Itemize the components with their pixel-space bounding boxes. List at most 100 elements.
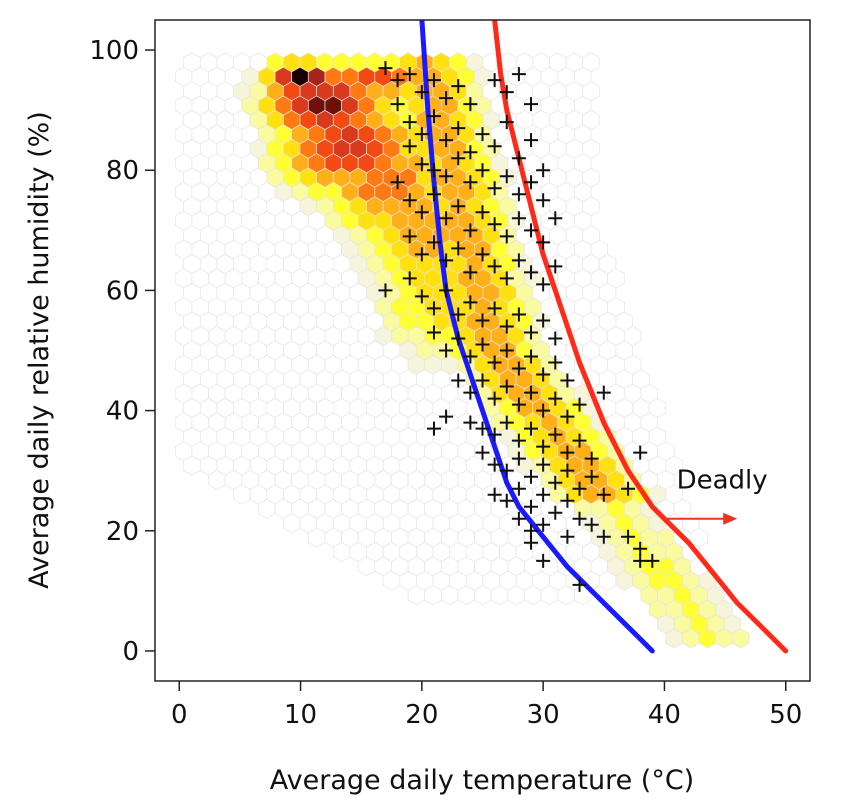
- point-81: [463, 349, 478, 364]
- point-139: [560, 529, 575, 544]
- point-134: [596, 487, 611, 502]
- point-11: [524, 97, 539, 112]
- x-tick-label-3: 30: [527, 700, 560, 730]
- point-88: [548, 355, 563, 370]
- density-hex-994: [731, 628, 750, 649]
- point-143: [524, 535, 539, 550]
- point-34: [511, 187, 526, 202]
- point-69: [451, 307, 466, 322]
- point-46: [499, 229, 514, 244]
- point-120: [536, 457, 551, 472]
- point-96: [524, 385, 539, 400]
- point-142: [621, 529, 636, 544]
- point-22: [511, 151, 526, 166]
- point-135: [621, 481, 636, 496]
- point-55: [451, 241, 466, 256]
- point-56: [463, 265, 478, 280]
- point-7: [463, 97, 478, 112]
- point-32: [487, 181, 502, 196]
- point-71: [475, 313, 490, 328]
- point-49: [536, 235, 551, 250]
- point-82: [475, 337, 490, 352]
- y-axis-title: Average daily relative humidity (%): [24, 111, 55, 589]
- point-93: [487, 391, 502, 406]
- point-1: [390, 73, 405, 88]
- point-74: [511, 307, 526, 322]
- deadly-label: Deadly: [677, 466, 768, 496]
- point-25: [402, 139, 417, 154]
- x-axis-title: Average daily temperature (°C): [270, 765, 694, 796]
- point-119: [524, 469, 539, 484]
- point-24: [536, 163, 551, 178]
- point-137: [524, 523, 539, 538]
- point-37: [390, 175, 405, 190]
- point-90: [451, 373, 466, 388]
- point-148: [645, 553, 660, 568]
- y-axis: 0 20 40 60 80 100: [89, 36, 155, 667]
- point-67: [426, 301, 441, 316]
- point-23: [524, 133, 539, 148]
- point-68: [439, 283, 454, 298]
- point-61: [524, 265, 539, 280]
- point-124: [584, 469, 599, 484]
- point-13: [402, 115, 417, 130]
- point-64: [378, 283, 393, 298]
- point-16: [439, 133, 454, 148]
- point-26: [414, 157, 429, 172]
- point-39: [414, 205, 429, 220]
- point-4: [426, 73, 441, 88]
- point-138: [536, 517, 551, 532]
- point-40: [426, 187, 441, 202]
- point-76: [536, 313, 551, 328]
- point-91: [463, 385, 478, 400]
- point-87: [536, 367, 551, 382]
- point-121: [548, 475, 563, 490]
- point-58: [487, 259, 502, 274]
- deadly-annotation: Deadly: [664, 466, 768, 525]
- y-tick-label-5: 100: [89, 36, 139, 66]
- point-110: [548, 427, 563, 442]
- point-80: [451, 331, 466, 346]
- point-66: [414, 289, 429, 304]
- x-tick-label-4: 40: [648, 700, 681, 730]
- point-33: [499, 169, 514, 184]
- point-114: [426, 421, 441, 436]
- point-17: [451, 121, 466, 136]
- point-57: [475, 247, 490, 262]
- point-130: [536, 487, 551, 502]
- point-36: [536, 193, 551, 208]
- point-38: [402, 193, 417, 208]
- point-95: [511, 397, 526, 412]
- deadly-arrow-head: [723, 512, 738, 525]
- point-21: [499, 115, 514, 130]
- point-9: [499, 85, 514, 100]
- y-tick-label-1: 20: [106, 517, 139, 547]
- point-123: [572, 481, 587, 496]
- point-92: [475, 373, 490, 388]
- y-tick-label-0: 0: [122, 637, 139, 667]
- point-8: [487, 73, 502, 88]
- point-60: [511, 253, 526, 268]
- x-axis: 0 10 20 30 40 50: [171, 681, 802, 730]
- threshold-line-1: [492, 20, 789, 654]
- point-20: [487, 139, 502, 154]
- point-133: [572, 511, 587, 526]
- point-54: [439, 253, 454, 268]
- point-12: [390, 97, 405, 112]
- point-29: [451, 151, 466, 166]
- point-147: [633, 553, 648, 568]
- point-112: [572, 433, 587, 448]
- point-84: [499, 343, 514, 358]
- x-tick-label-2: 20: [405, 700, 438, 730]
- point-106: [499, 415, 514, 430]
- x-tick-label-1: 10: [284, 700, 317, 730]
- point-117: [499, 463, 514, 478]
- x-tick-label-5: 50: [769, 700, 802, 730]
- x-tick-label-0: 0: [171, 700, 188, 730]
- point-75: [524, 325, 539, 340]
- point-125: [633, 445, 648, 460]
- point-94: [499, 379, 514, 394]
- point-109: [536, 439, 551, 454]
- point-99: [560, 409, 575, 424]
- point-83: [487, 355, 502, 370]
